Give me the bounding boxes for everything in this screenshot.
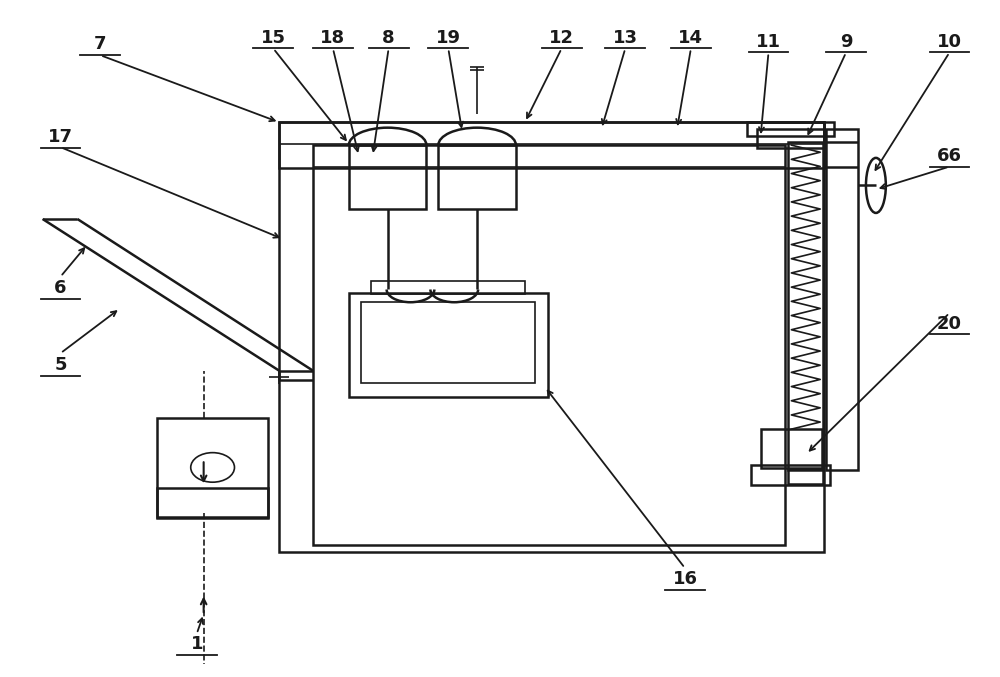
Bar [747, 123, 834, 135]
Bar [361, 301, 535, 383]
Text: 9: 9 [840, 32, 852, 51]
Text: 20: 20 [937, 315, 962, 332]
Text: 15: 15 [261, 28, 286, 47]
Text: 18: 18 [320, 28, 345, 47]
Text: 6: 6 [54, 279, 67, 297]
Bar [349, 293, 548, 397]
Bar [757, 129, 824, 148]
Text: 17: 17 [48, 128, 73, 146]
Text: 16: 16 [672, 570, 697, 588]
Bar [438, 145, 516, 209]
Bar [313, 145, 785, 544]
Bar [788, 142, 823, 470]
Text: 10: 10 [937, 32, 962, 51]
Bar [751, 464, 830, 485]
Bar [788, 469, 823, 484]
Bar [761, 429, 822, 468]
Text: 14: 14 [678, 28, 703, 47]
Bar [157, 487, 268, 518]
Text: 5: 5 [54, 356, 67, 374]
Bar [371, 282, 525, 294]
Text: 19: 19 [436, 28, 461, 47]
Text: 8: 8 [382, 28, 395, 47]
Text: 1: 1 [190, 635, 203, 653]
Text: 7: 7 [94, 35, 106, 53]
Bar [279, 123, 824, 552]
Text: 13: 13 [613, 28, 638, 47]
Bar [826, 129, 858, 470]
Text: 11: 11 [756, 32, 781, 51]
Bar [349, 145, 426, 209]
Text: 66: 66 [937, 147, 962, 165]
Bar [157, 418, 268, 517]
Bar [279, 123, 824, 168]
Text: 12: 12 [549, 28, 574, 47]
